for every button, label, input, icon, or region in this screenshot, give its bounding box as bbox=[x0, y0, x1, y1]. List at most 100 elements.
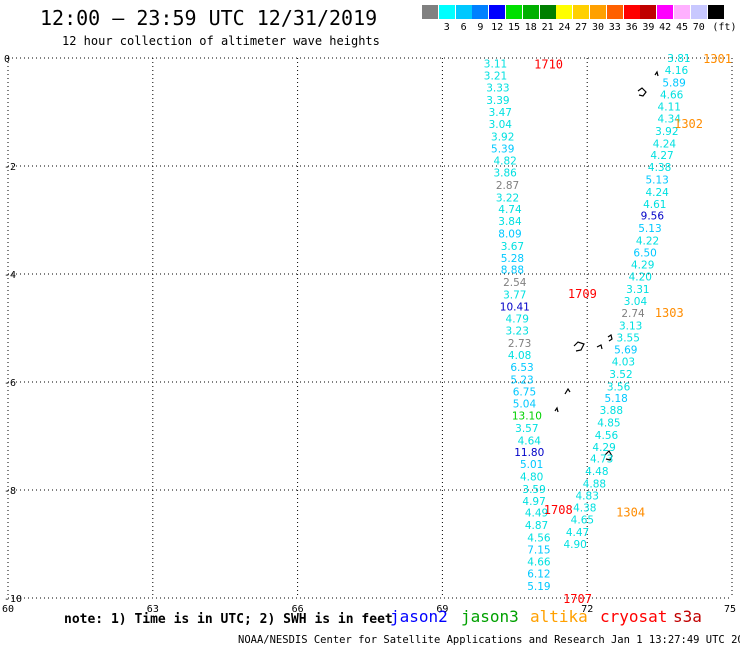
wave-height-reading: 4.88 bbox=[583, 479, 606, 491]
wave-height-reading: 4.79 bbox=[506, 313, 529, 325]
wave-height-reading: 6.12 bbox=[527, 569, 550, 581]
scale-label: 39 bbox=[642, 22, 655, 33]
wave-height-reading: 5.19 bbox=[527, 581, 550, 593]
map-subtitle: 12 hour collection of altimeter wave hei… bbox=[62, 34, 380, 48]
wave-height-reading: 4.66 bbox=[660, 90, 684, 102]
wave-height-reading: 4.66 bbox=[527, 556, 551, 568]
satellite-legend-item: s3a bbox=[673, 607, 702, 626]
map-title: 12:00 – 23:59 UTC 12/31/2019 bbox=[40, 6, 378, 30]
scale-swatch bbox=[455, 5, 472, 19]
scale-unit-label: (ft) bbox=[712, 22, 737, 33]
scale-swatch bbox=[556, 5, 573, 19]
wave-height-reading: 5.04 bbox=[513, 399, 537, 411]
wave-height-reading: 2.87 bbox=[496, 180, 519, 192]
wave-height-reading: 3.84 bbox=[498, 216, 522, 228]
wave-height-reading: 4.56 bbox=[595, 430, 619, 442]
scale-swatch bbox=[623, 5, 640, 19]
wave-height-reading: 5.13 bbox=[638, 223, 661, 235]
footer-note: note: 1) Time is in UTC; 2) SWH is in fe… bbox=[64, 612, 393, 627]
island-coastline bbox=[604, 450, 613, 461]
lat-tick-label: -10 bbox=[4, 594, 22, 605]
wave-height-reading: 3.22 bbox=[496, 192, 519, 204]
wave-height-reading: 3.23 bbox=[506, 326, 529, 338]
lon-tick-label: 75 bbox=[724, 604, 736, 615]
scale-swatch bbox=[674, 5, 690, 19]
wave-height-reading: 3.55 bbox=[617, 333, 640, 345]
lon-tick-label: 69 bbox=[436, 604, 448, 615]
satellite-legend-item: jason2 bbox=[390, 607, 448, 626]
wave-height-reading: 4.85 bbox=[597, 418, 620, 430]
wave-height-reading: 4.03 bbox=[612, 356, 635, 368]
scale-label: 42 bbox=[659, 22, 672, 33]
wave-height-reading: 8.09 bbox=[498, 229, 521, 241]
scale-swatch bbox=[573, 5, 590, 19]
wave-height-reading: 4.56 bbox=[527, 533, 551, 545]
lat-tick-label: -8 bbox=[4, 486, 16, 497]
scale-label: 12 bbox=[491, 22, 504, 33]
satellite-legend-item: altika bbox=[530, 607, 588, 626]
wave-height-reading: 13.10 bbox=[512, 410, 542, 422]
wave-height-reading: 4.38 bbox=[573, 502, 596, 514]
wave-height-reading: 3.47 bbox=[489, 107, 512, 119]
track-time-label: 1707 bbox=[563, 592, 592, 606]
lat-tick-label: 0 bbox=[4, 54, 10, 65]
scale-swatch bbox=[690, 5, 707, 19]
wave-height-reading: 3.31 bbox=[626, 284, 649, 296]
scale-swatch bbox=[506, 5, 522, 19]
wave-height-reading: 4.29 bbox=[592, 442, 615, 454]
scale-swatch bbox=[422, 5, 438, 19]
scale-label: 9 bbox=[477, 22, 484, 33]
scale-swatch bbox=[590, 5, 606, 19]
lon-tick-label: 72 bbox=[581, 604, 593, 615]
wave-height-reading: 4.64 bbox=[518, 435, 542, 447]
wave-height-reading: 5.18 bbox=[604, 393, 627, 405]
scale-label: 6 bbox=[460, 22, 467, 33]
track-time-label: 1710 bbox=[534, 57, 563, 71]
scale-label: 30 bbox=[591, 22, 605, 33]
lat-tick-label: -4 bbox=[4, 270, 16, 281]
island-coastline bbox=[596, 344, 603, 350]
wave-height-reading: 3.11 bbox=[484, 58, 507, 70]
scale-label: 70 bbox=[692, 22, 705, 33]
wave-height-reading: 4.80 bbox=[520, 472, 543, 484]
wave-height-reading: 4.83 bbox=[576, 490, 599, 502]
wave-height-reading: 5.69 bbox=[614, 345, 637, 357]
wave-height-reading: 4.65 bbox=[571, 515, 594, 527]
scale-label: 33 bbox=[608, 22, 621, 33]
wave-height-reading: 5.28 bbox=[501, 253, 524, 265]
island-coastline bbox=[654, 70, 659, 77]
scale-swatch bbox=[472, 5, 489, 19]
wave-height-reading: 6.50 bbox=[633, 247, 656, 259]
wave-height-reading: 4.20 bbox=[629, 272, 652, 284]
wave-height-reading: 3.13 bbox=[619, 320, 642, 332]
wave-height-reading: 11.80 bbox=[514, 447, 544, 459]
track-time-label: 1302 bbox=[674, 117, 703, 131]
wave-height-reading: 3.57 bbox=[515, 423, 538, 435]
island-coastline bbox=[607, 334, 613, 342]
wave-height-reading: 4.27 bbox=[650, 150, 673, 162]
wave-height-reading: 4.47 bbox=[566, 527, 589, 539]
lon-tick-label: 66 bbox=[292, 604, 304, 615]
wave-height-reading: 3.04 bbox=[624, 296, 648, 308]
wave-height-reading: 6.75 bbox=[513, 387, 536, 399]
wave-height-reading: 5.89 bbox=[662, 77, 685, 89]
scale-label: 21 bbox=[541, 22, 554, 33]
island-coastline bbox=[637, 87, 647, 97]
wave-height-reading: 5.01 bbox=[520, 459, 543, 471]
wave-height-reading: 4.87 bbox=[525, 520, 548, 532]
scale-swatch bbox=[707, 5, 724, 19]
wave-height-reading: 6.53 bbox=[510, 362, 533, 374]
wave-height-reading: 4.11 bbox=[658, 102, 681, 114]
wave-height-reading: 5.13 bbox=[645, 175, 668, 187]
scale-label: 24 bbox=[558, 22, 571, 33]
track-time-label: 1709 bbox=[568, 287, 597, 301]
satellite-legend-item: cryosat bbox=[600, 607, 668, 626]
scale-label: 45 bbox=[675, 22, 689, 33]
wave-height-reading: 3.92 bbox=[655, 126, 678, 138]
island-coastline bbox=[573, 341, 585, 352]
wave-height-reading: 3.59 bbox=[522, 484, 545, 496]
wave-height-reading: 4.97 bbox=[522, 496, 545, 508]
wave-height-reading: 4.16 bbox=[665, 65, 689, 77]
scale-swatch bbox=[438, 5, 455, 19]
wave-height-reading: 3.33 bbox=[486, 83, 509, 95]
